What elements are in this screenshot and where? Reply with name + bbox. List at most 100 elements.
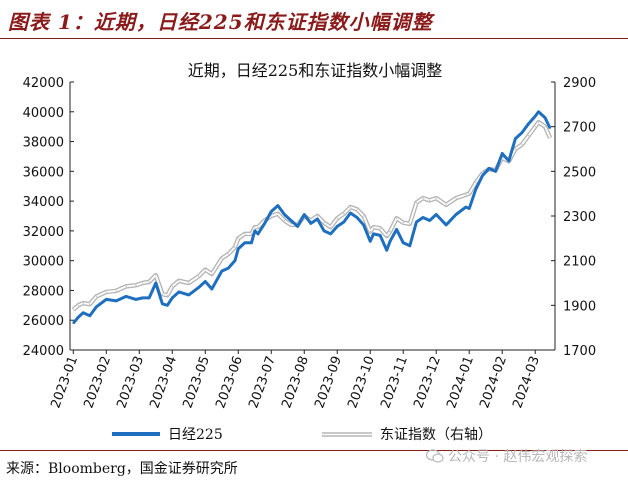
data-point-nikkei — [349, 212, 352, 214]
data-point-topix — [166, 294, 168, 296]
data-point-nikkei — [166, 304, 169, 307]
data-point-topix — [290, 224, 292, 226]
source-note: 来源：Bloomberg，国金证券研究所 — [6, 461, 238, 477]
data-point-topix — [77, 304, 79, 306]
data-point-nikkei — [303, 213, 306, 216]
left-tick-label: 24000 — [23, 344, 64, 359]
data-point-topix — [178, 280, 180, 282]
data-point-topix — [237, 237, 239, 239]
wechat-icon — [426, 449, 444, 463]
x-tick-label: 2023-12 — [411, 354, 444, 410]
data-point-nikkei — [534, 115, 537, 118]
left-tick-label: 32000 — [23, 225, 64, 240]
data-point-nikkei — [544, 116, 546, 119]
data-point-topix — [356, 208, 358, 210]
data-point-nikkei — [171, 297, 174, 299]
data-point-nikkei — [310, 222, 312, 225]
data-point-nikkei — [336, 225, 339, 228]
data-point-nikkei — [82, 311, 84, 314]
x-axis: 2023-01 2023-02 2023-03 2023-04 2023-05 2023-… — [48, 350, 543, 410]
data-point-topix — [211, 273, 213, 275]
data-point-topix — [363, 215, 365, 217]
data-point-nikkei — [237, 247, 240, 250]
data-point-topix — [171, 285, 173, 287]
data-point-nikkei — [270, 210, 273, 213]
right-tick-label: 2300 — [563, 210, 596, 225]
data-point-topix — [135, 284, 137, 286]
data-point-topix — [155, 274, 157, 276]
left-tick-label: 30000 — [23, 255, 64, 270]
data-point-nikkei — [549, 127, 551, 129]
x-tick-label: 2023-11 — [378, 354, 411, 410]
data-point-nikkei — [343, 221, 345, 223]
data-point-nikkei — [329, 233, 332, 235]
x-tick-label: 2023-10 — [345, 354, 378, 410]
data-point-topix — [429, 199, 431, 201]
data-point-topix — [227, 253, 229, 255]
right-tick-label: 2900 — [563, 76, 596, 91]
footer-rule — [0, 450, 628, 451]
data-point-nikkei — [154, 282, 157, 284]
data-point-topix — [244, 233, 246, 235]
data-point-nikkei — [283, 213, 286, 216]
data-point-nikkei — [488, 167, 490, 170]
data-point-nikkei — [250, 242, 253, 244]
data-point-nikkei — [356, 216, 358, 219]
data-point-topix — [415, 202, 418, 204]
data-point-nikkei — [178, 291, 180, 293]
data-point-nikkei — [141, 297, 144, 299]
data-point-topix — [148, 281, 150, 283]
data-point-nikkei — [445, 224, 447, 226]
data-point-nikkei — [475, 188, 477, 190]
data-point-nikkei — [77, 316, 80, 319]
data-point-topix — [234, 246, 236, 248]
data-point-topix — [544, 126, 546, 128]
x-tick-label: 2023-02 — [81, 354, 114, 410]
data-point-nikkei — [508, 160, 510, 162]
data-point-topix — [257, 226, 259, 228]
data-point-nikkei — [435, 213, 438, 216]
data-point-nikkei — [105, 298, 108, 301]
data-point-topix — [283, 219, 286, 222]
data-point-nikkei — [296, 225, 299, 228]
right-y-axis: 1700 1900 2100 2300 2500 2700 2900 — [551, 76, 596, 359]
data-point-topix — [372, 226, 375, 228]
data-point-nikkei — [514, 137, 517, 140]
data-point-nikkei — [385, 249, 388, 252]
left-y-axis: 24000 26000 28000 30000 32000 34000 36000 38000… — [23, 76, 74, 359]
data-point-topix — [396, 217, 398, 219]
data-point-topix — [435, 197, 437, 199]
data-point-nikkei — [277, 204, 279, 207]
data-point-nikkei — [362, 224, 365, 226]
data-point-nikkei — [422, 216, 424, 219]
data-point-topix — [105, 291, 107, 293]
plot-frame — [69, 82, 556, 351]
data-point-topix — [336, 217, 338, 219]
data-point-nikkei — [527, 122, 530, 125]
data-point-topix — [534, 126, 536, 128]
right-tick-label: 2100 — [563, 255, 596, 270]
data-point-topix — [250, 233, 253, 235]
data-point-nikkei — [455, 213, 457, 216]
data-point-nikkei — [227, 267, 230, 269]
data-point-nikkei — [372, 233, 375, 235]
series-layer — [71, 110, 553, 325]
x-tick-label: 2024-03 — [510, 354, 543, 410]
data-point-nikkei — [537, 110, 540, 113]
right-tick-label: 1700 — [563, 344, 596, 359]
left-tick-label: 40000 — [23, 106, 64, 121]
chart-title: 近期，日经225和东证指数小幅调整 — [188, 61, 443, 80]
data-point-topix — [349, 206, 352, 208]
title-rule — [0, 38, 628, 39]
data-point-topix — [409, 223, 411, 225]
right-tick-label: 1900 — [563, 299, 596, 314]
data-point-topix — [369, 231, 371, 233]
left-tick-label: 38000 — [23, 136, 64, 151]
x-tick-label: 2023-01 — [48, 354, 81, 410]
data-point-nikkei — [253, 230, 256, 232]
data-point-nikkei — [323, 230, 325, 232]
data-point-nikkei — [395, 228, 398, 231]
data-point-nikkei — [148, 297, 150, 299]
data-point-topix — [115, 290, 117, 292]
